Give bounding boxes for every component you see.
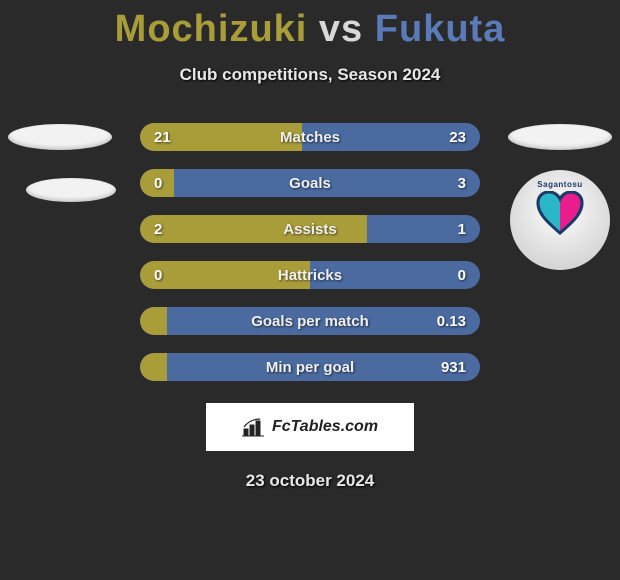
stat-label: Goals per match	[251, 313, 369, 330]
stat-fill	[140, 353, 167, 381]
date-label: 23 october 2024	[0, 471, 620, 491]
stat-right-value: 23	[449, 129, 466, 146]
stat-row-mpg: Min per goal 931	[140, 353, 480, 381]
vs-label: vs	[319, 8, 363, 50]
chart-icon	[242, 417, 266, 437]
stat-label: Goals	[289, 175, 331, 192]
stat-left-value: 21	[154, 129, 171, 146]
stat-label: Assists	[283, 221, 336, 238]
stat-row-gpm: Goals per match 0.13	[140, 307, 480, 335]
stat-left-value: 2	[154, 221, 162, 238]
page-title: Mochizuki vs Fukuta	[0, 8, 620, 51]
stat-left-value: 0	[154, 175, 162, 192]
badge-inner: Sagantosu	[525, 180, 595, 260]
stat-row-hattricks: 0 Hattricks 0	[140, 261, 480, 289]
stat-right-value: 0	[458, 267, 466, 284]
heart-icon	[536, 191, 584, 235]
stat-right-value: 931	[441, 359, 466, 376]
decor-ellipse	[508, 124, 612, 150]
stats-list: 21 Matches 23 0 Goals 3 2 Assists 1 0 Ha…	[140, 123, 480, 381]
stat-left-value: 0	[154, 267, 162, 284]
stat-row-matches: 21 Matches 23	[140, 123, 480, 151]
subtitle: Club competitions, Season 2024	[0, 65, 620, 85]
decor-ellipse	[26, 178, 116, 202]
stat-right-value: 0.13	[437, 313, 466, 330]
stat-row-goals: 0 Goals 3	[140, 169, 480, 197]
team-badge: Sagantosu	[510, 170, 610, 270]
stat-right-value: 3	[458, 175, 466, 192]
brand-box[interactable]: FcTables.com	[206, 403, 414, 451]
stat-label: Matches	[280, 129, 340, 146]
stat-label: Hattricks	[278, 267, 342, 284]
badge-text: Sagantosu	[537, 180, 582, 189]
player1-name: Mochizuki	[115, 8, 308, 50]
stat-row-assists: 2 Assists 1	[140, 215, 480, 243]
stat-right-value: 1	[458, 221, 466, 238]
decor-ellipse	[8, 124, 112, 150]
stat-label: Min per goal	[266, 359, 354, 376]
stat-fill	[140, 307, 167, 335]
brand-text: FcTables.com	[272, 418, 378, 436]
player2-name: Fukuta	[375, 8, 506, 50]
